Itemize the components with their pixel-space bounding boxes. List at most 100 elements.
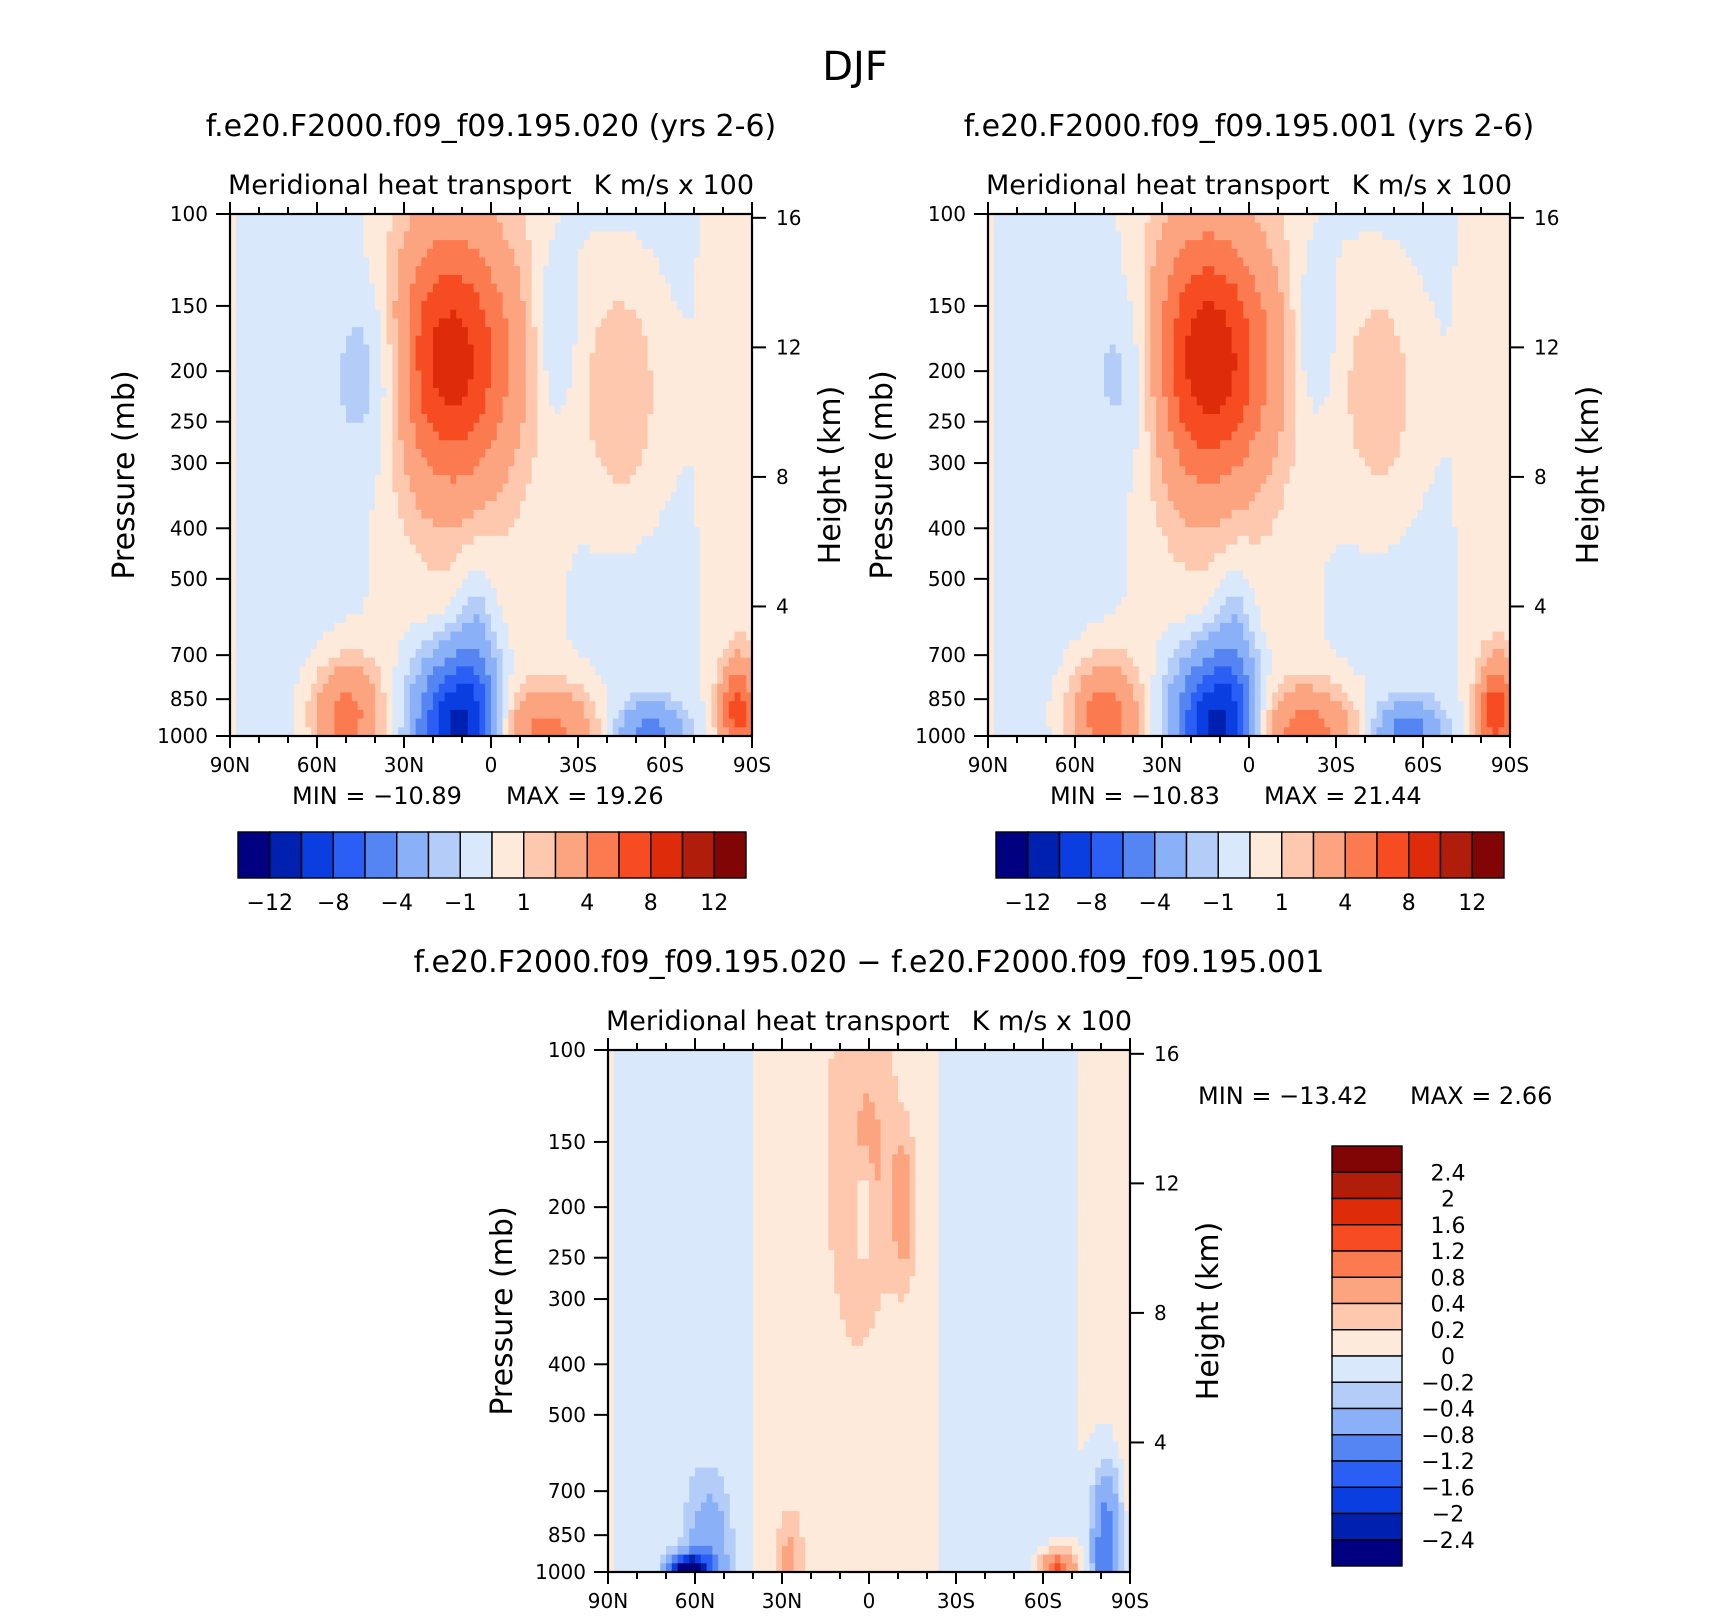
colorbar-swatch — [269, 831, 303, 879]
colorbar-swatch — [332, 831, 366, 879]
y-tick-label: 500 — [170, 567, 208, 591]
x-tick-label: 30S — [559, 753, 597, 777]
colorbar-label: −1.2 — [1421, 1450, 1474, 1475]
max-label: MAX = 21.44 — [1264, 782, 1422, 810]
colorbar-swatch — [681, 831, 715, 879]
colorbar-swatch — [459, 831, 493, 879]
colorbar-label: −12 — [1005, 891, 1051, 916]
colorbar-label: −2.4 — [1421, 1529, 1474, 1554]
y-tick-label: 200 — [170, 359, 208, 383]
colorbar-swatch — [995, 831, 1029, 879]
y2-tick-label: 8 — [776, 465, 789, 489]
colorbar-swatch — [1344, 831, 1378, 879]
left-subtitle: Meridional heat transport — [606, 1006, 950, 1037]
colorbar-swatch — [491, 831, 525, 879]
colorbar-label: 4 — [580, 891, 594, 916]
y-tick-label: 1000 — [157, 724, 208, 748]
colorbar-label: 1.6 — [1431, 1214, 1466, 1239]
colorbar-label: −8 — [317, 891, 349, 916]
y-tick-label: 400 — [170, 516, 208, 540]
right-subtitle: K m/s x 100 — [594, 170, 754, 201]
colorbar-swatch — [586, 831, 620, 879]
colorbar-swatch — [237, 831, 271, 879]
colorbar-label: −1 — [444, 891, 476, 916]
colorbar-swatch — [1312, 831, 1346, 879]
colorbar: −12 −8 −4 −1 1 4 8 12 — [995, 831, 1505, 916]
x-tick-label: 0 — [863, 1589, 876, 1613]
max-label: MAX = 2.66 — [1410, 1082, 1552, 1110]
x-tick-label: 90N — [968, 753, 1008, 777]
colorbar-swatch — [1331, 1276, 1403, 1305]
colorbar-label: 4 — [1338, 891, 1352, 916]
colorbar-swatch — [1027, 831, 1061, 879]
colorbar-swatch — [1331, 1250, 1403, 1278]
colorbar-swatch — [618, 831, 652, 879]
colorbar-swatch — [1331, 1145, 1403, 1173]
colorbar-swatch — [1439, 831, 1473, 879]
right-subtitle: K m/s x 100 — [972, 1006, 1132, 1037]
contour-field — [230, 214, 752, 736]
y-tick-label: 400 — [928, 516, 966, 540]
y2-tick-label: 4 — [776, 594, 789, 618]
colorbar-swatch — [1331, 1171, 1403, 1200]
y-tick-label: 150 — [548, 1130, 586, 1154]
x-tick-label: 90S — [733, 753, 771, 777]
x-tick-label: 0 — [1243, 753, 1256, 777]
left-subtitle: Meridional heat transport — [228, 170, 572, 201]
x-tick-label: 90S — [1491, 753, 1529, 777]
colorbar-swatch — [650, 831, 684, 879]
colorbar-swatch — [1331, 1355, 1403, 1383]
colorbar-swatch — [1331, 1460, 1403, 1488]
y-tick-label: 100 — [170, 202, 208, 226]
y-axis-label: Pressure (mb) — [485, 1206, 520, 1415]
colorbar-label: 1 — [517, 891, 531, 916]
y-tick-label: 100 — [548, 1038, 586, 1062]
colorbar-label: −4 — [1139, 891, 1171, 916]
y-tick-label: 850 — [928, 687, 966, 711]
colorbar-label: −8 — [1075, 891, 1107, 916]
colorbar-label: 0 — [1441, 1345, 1455, 1370]
x-tick-label: 90N — [588, 1589, 628, 1613]
colorbar-label: −2 — [1432, 1503, 1464, 1528]
figure-title: DJF — [822, 44, 888, 90]
colorbar-swatch — [1331, 1512, 1403, 1541]
x-tick-label: 60N — [297, 753, 337, 777]
panel-2: f.e20.F2000.f09_f09.195.001 (yrs 2-6) Mer… — [865, 109, 1606, 916]
panel-3: f.e20.F2000.f09_f09.195.020 − f.e20.F200… — [414, 945, 1553, 1613]
x-tick-label: 90N — [210, 753, 250, 777]
colorbar-swatch — [554, 831, 588, 879]
colorbar-swatch — [1217, 831, 1251, 879]
colorbar-label: 0.8 — [1431, 1266, 1466, 1291]
max-label: MAX = 19.26 — [506, 782, 664, 810]
x-tick-label: 90S — [1111, 1589, 1149, 1613]
y-tick-label: 100 — [928, 202, 966, 226]
colorbar-label: 8 — [644, 891, 658, 916]
colorbar-swatch — [1122, 831, 1156, 879]
y-tick-label: 1000 — [535, 1560, 586, 1584]
y2-axis-label: Height (km) — [813, 386, 848, 565]
colorbar-swatch — [1331, 1381, 1403, 1410]
colorbar-swatch — [713, 831, 747, 879]
y2-axis-label: Height (km) — [1571, 386, 1606, 565]
y-tick-label: 150 — [928, 294, 966, 318]
y2-tick-label: 4 — [1154, 1430, 1167, 1454]
x-tick-label: 60N — [1055, 753, 1095, 777]
colorbar-label: 1.2 — [1431, 1240, 1466, 1265]
colorbar-label: 12 — [700, 891, 728, 916]
y2-tick-label: 16 — [776, 206, 801, 230]
contour-field — [988, 214, 1510, 736]
min-label: MIN = −10.83 — [1050, 782, 1220, 810]
colorbar-label: 2.4 — [1431, 1161, 1466, 1186]
colorbar: −12 −8 −4 −1 1 4 8 12 — [237, 831, 747, 916]
panel-title: f.e20.F2000.f09_f09.195.020 − f.e20.F200… — [414, 945, 1325, 980]
min-label: MIN = −10.89 — [292, 782, 462, 810]
colorbar-swatch — [364, 831, 398, 879]
y-axis-label: Pressure (mb) — [107, 370, 142, 579]
colorbar-swatch — [523, 831, 557, 879]
colorbar-swatch — [1058, 831, 1092, 879]
contour-field — [608, 1050, 1130, 1572]
y-tick-label: 1000 — [915, 724, 966, 748]
colorbar-swatch — [1376, 831, 1410, 879]
colorbar-swatch — [1331, 1302, 1403, 1331]
